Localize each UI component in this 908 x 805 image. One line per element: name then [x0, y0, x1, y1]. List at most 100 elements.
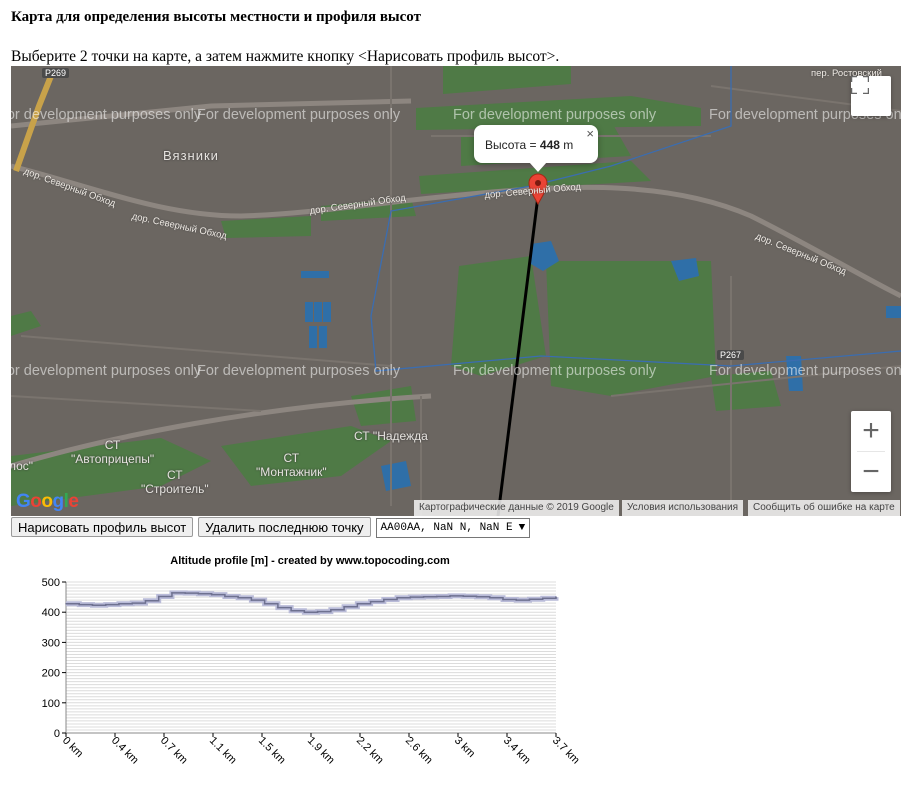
profile-line — [496, 195, 540, 516]
data-point — [356, 602, 359, 605]
data-point — [409, 596, 412, 598]
data-point — [171, 592, 173, 594]
x-tick-label: 0.7 km — [158, 735, 190, 767]
page-title: Карта для определения высоты местности и… — [11, 9, 421, 25]
data-point — [330, 608, 332, 611]
x-tick-label: 3 km — [452, 735, 477, 760]
watermark: For development purposes only — [11, 363, 202, 379]
map[interactable]: For development purposes only For develo… — [11, 66, 901, 516]
data-point — [462, 595, 465, 597]
data-point — [502, 598, 504, 601]
draw-profile-button[interactable]: Нарисовать профиль высот — [11, 517, 194, 537]
watermark: For development purposes only — [709, 363, 901, 379]
watermark: For development purposes only — [197, 107, 401, 123]
watermark: For development purposes only — [11, 107, 202, 123]
highway-r269 — [13, 74, 54, 173]
data-point — [65, 602, 67, 605]
y-tick-label: 0 — [54, 728, 60, 740]
marker-pin[interactable] — [528, 173, 548, 205]
data-point — [528, 598, 531, 601]
fullscreen-button[interactable] — [851, 76, 891, 116]
data-point — [449, 595, 451, 597]
elevation-infowindow: Высота = 448 m × — [474, 125, 598, 172]
controls-row: Нарисовать профиль высот Удалить последн… — [11, 517, 531, 538]
infowindow-tail — [529, 162, 547, 172]
altitude-profile-chart: 0 100 200 300 400 500 0 km 0.4 km 0.7 km 1.1 km 1.… — [42, 577, 582, 767]
x-tick-label: 2.6 km — [403, 735, 435, 767]
data-point — [541, 597, 544, 600]
town-label: Вязники — [163, 148, 219, 163]
data-point — [383, 598, 385, 601]
st-montazhnik-label: СТ "Монтажник" — [256, 451, 327, 479]
data-point — [290, 609, 292, 612]
data-point — [316, 610, 319, 613]
x-tick-label: 3.7 km — [550, 735, 582, 767]
st-autopritsepy-label: СТ "Автоприцепы" — [71, 438, 155, 466]
watermark: For development purposes only — [453, 107, 657, 123]
data-point — [157, 595, 160, 598]
data-point — [422, 595, 425, 598]
street-label: пер. Ростовский — [811, 68, 882, 79]
map-minor-roads — [11, 66, 901, 516]
data-point — [210, 593, 213, 596]
google-logo[interactable]: Google — [16, 491, 79, 512]
data-point — [488, 596, 491, 599]
data-point — [144, 599, 147, 602]
coordinate-select[interactable]: AA00AA, NaN N, NaN E ▼ — [375, 518, 531, 538]
zoom-divider — [857, 451, 885, 452]
zoom-in-button[interactable]: + — [862, 414, 880, 447]
data-point — [303, 611, 306, 613]
data-point — [237, 596, 239, 599]
zoom-out-button[interactable]: − — [862, 455, 880, 488]
x-tick-label: 1.1 km — [207, 735, 239, 767]
y-tick-label: 400 — [42, 607, 60, 619]
data-point — [184, 592, 186, 594]
data-point — [277, 606, 279, 609]
data-point — [91, 604, 94, 607]
data-point — [343, 605, 345, 608]
report-error-link[interactable]: Сообщить об ошибке на карте — [748, 500, 900, 516]
x-tick-label: 1.5 km — [256, 735, 288, 767]
st-nadezhda-label: СТ "Надежда — [354, 429, 428, 443]
instructions-text: Выберите 2 точки на карте, а затем нажми… — [11, 48, 560, 65]
y-tick-label: 100 — [42, 698, 60, 710]
y-tick-label: 300 — [42, 637, 60, 649]
x-tick-label: 3.4 km — [501, 735, 533, 767]
chevron-down-icon: ▼ — [518, 522, 526, 534]
data-point — [475, 595, 478, 598]
fullscreen-icon — [851, 76, 869, 94]
data-point — [396, 596, 398, 599]
delete-last-point-button[interactable]: Удалить последнюю точку — [198, 517, 371, 537]
y-tick-label: 200 — [42, 668, 60, 680]
partial-label: лос" — [11, 459, 34, 473]
data-point — [118, 602, 120, 605]
watermark: For development purposes only — [453, 363, 657, 379]
terms-link[interactable]: Условия использования — [622, 500, 743, 516]
y-tick-label: 500 — [42, 577, 60, 589]
coordinate-select-value: AA00AA, NaN N, NaN E — [380, 522, 513, 534]
data-point — [197, 592, 200, 595]
data-point — [78, 603, 81, 606]
road-shield-r269: Р269 — [42, 68, 70, 78]
data-point — [515, 599, 518, 601]
x-tick-label: 1.9 km — [305, 735, 337, 767]
map-boundary — [370, 66, 901, 372]
st-stroitel-label: СТ "Строитель" — [141, 468, 209, 496]
watermark: For development purposes only — [197, 363, 401, 379]
data-point — [263, 602, 266, 605]
chart-title: Altitude profile [m] - created by www.to… — [170, 555, 450, 567]
road-shield-r267: Р267 — [717, 350, 745, 360]
x-tick-label: 2.2 km — [354, 735, 386, 767]
close-icon[interactable]: × — [586, 126, 594, 141]
x-tick-label: 0.4 km — [109, 735, 141, 767]
data-point — [369, 600, 372, 603]
map-water — [301, 241, 901, 491]
data-point — [224, 595, 226, 598]
x-tick-label: 0 km — [60, 735, 85, 760]
elevation-text: Высота = 448 m — [485, 138, 574, 152]
data-point — [250, 599, 253, 601]
map-roads — [11, 98, 901, 469]
data-point — [436, 595, 438, 598]
zoom-control: + − — [851, 411, 891, 492]
data-point — [131, 602, 134, 604]
